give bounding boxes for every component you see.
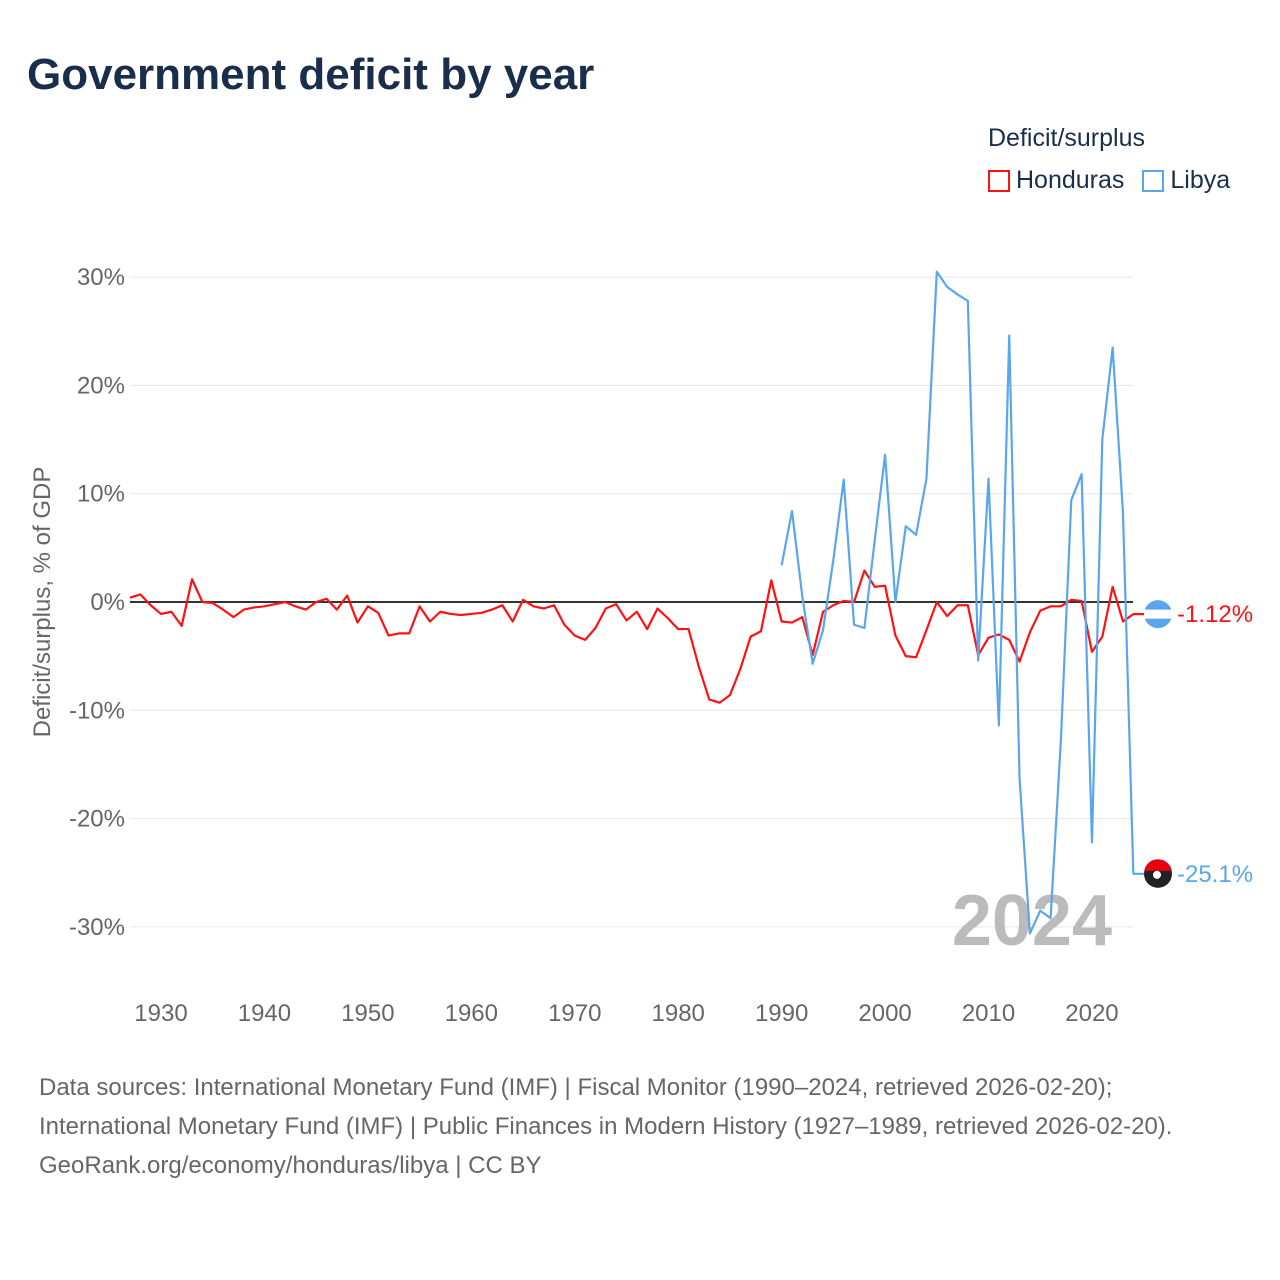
chart-title: Government deficit by year xyxy=(27,50,595,99)
x-tick-label: 1980 xyxy=(652,1000,705,1027)
legend-label: Libya xyxy=(1170,166,1231,194)
source-link[interactable]: GeoRank.org/economy/honduras/libya | CC … xyxy=(39,1152,542,1179)
honduras-swatch xyxy=(988,169,1010,192)
x-tick-label: 1930 xyxy=(134,1000,187,1027)
legend-label: Honduras xyxy=(1016,166,1125,194)
end-label-libya: -25.1% xyxy=(1177,861,1253,888)
data-sources: Data sources: International Monetary Fun… xyxy=(39,1074,1173,1140)
line-chart: Deficit/surplus, % of GDP 30% 20% 10% 0% -10%… xyxy=(29,264,1253,1027)
legend-item-libya[interactable]: Libya xyxy=(1142,166,1230,195)
series-line-honduras xyxy=(129,569,1148,704)
x-tick-label: 1990 xyxy=(755,1000,808,1027)
x-tick-label: 2000 xyxy=(858,1000,911,1027)
series-line-libya xyxy=(780,270,1148,935)
libya-swatch xyxy=(1142,169,1165,192)
legend-item-honduras[interactable]: Honduras xyxy=(988,166,1124,195)
y-tick-label: 30% xyxy=(77,264,125,291)
x-tick-label: 2020 xyxy=(1065,1000,1118,1027)
flag-crescent xyxy=(1153,870,1161,879)
x-tick-label: 1950 xyxy=(341,1000,394,1027)
legend-title: Deficit/surplus xyxy=(988,124,1145,152)
y-tick-label: 20% xyxy=(77,372,125,399)
y-tick-label: -30% xyxy=(69,914,125,941)
x-tick-label: 1960 xyxy=(445,1000,498,1027)
y-tick-label: 0% xyxy=(90,589,125,616)
year-watermark: 2024 xyxy=(952,881,1112,961)
flag-stripe xyxy=(1144,859,1172,871)
y-tick-label: -20% xyxy=(69,806,125,833)
end-label-honduras: -1.12% xyxy=(1177,601,1253,628)
legend: Honduras Libya xyxy=(988,166,1230,195)
y-tick-label: -10% xyxy=(69,697,125,724)
footer: Data sources: International Monetary Fun… xyxy=(39,1068,1239,1185)
flag-stripe xyxy=(1144,609,1172,619)
y-tick-label: 10% xyxy=(77,481,125,508)
x-tick-label: 1970 xyxy=(548,1000,601,1027)
y-axis-label: Deficit/surplus, % of GDP xyxy=(29,467,56,738)
x-tick-label: 1940 xyxy=(238,1000,291,1027)
x-tick-label: 2010 xyxy=(962,1000,1015,1027)
